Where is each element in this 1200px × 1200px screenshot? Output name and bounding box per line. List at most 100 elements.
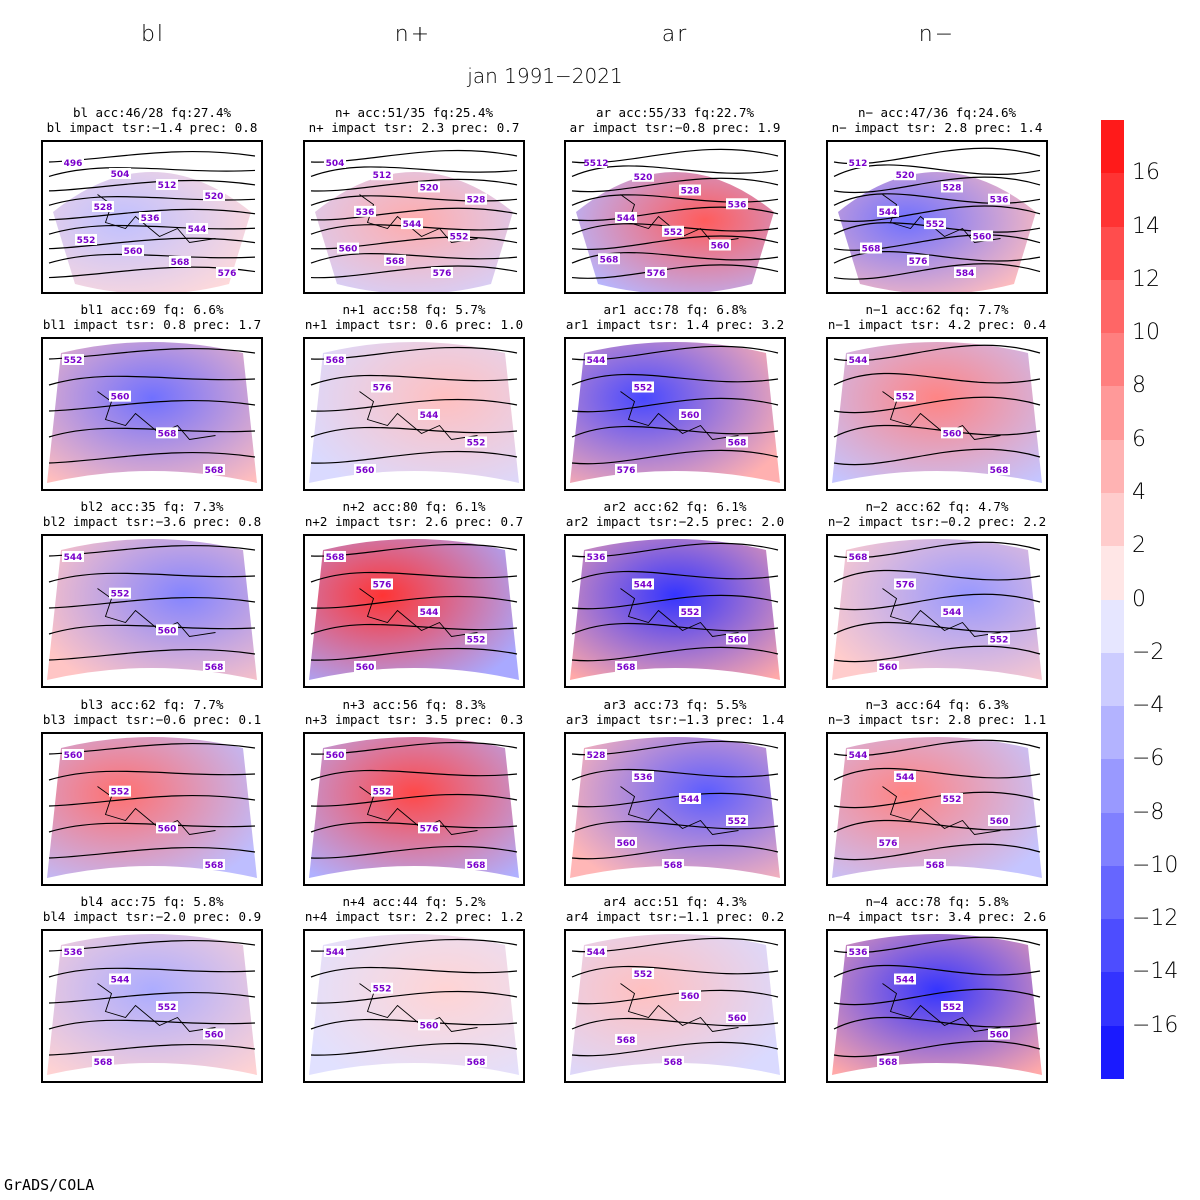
contour-label: 544 bbox=[896, 976, 915, 986]
contour-label-bg bbox=[324, 749, 346, 760]
colorbar-tick-label: −6 bbox=[1132, 746, 1165, 772]
coastline bbox=[359, 786, 478, 835]
contour-label-bg bbox=[615, 1034, 637, 1045]
panel-title-line1: bl1 acc:69 fq: 6.6% bbox=[80, 302, 224, 317]
height-contour bbox=[833, 964, 1041, 978]
contour-label-bg bbox=[615, 464, 637, 475]
contour-label: 560 bbox=[356, 466, 375, 476]
contour-label: 560 bbox=[681, 992, 700, 1002]
height-contour bbox=[310, 647, 518, 661]
contour-label: 568 bbox=[617, 663, 636, 673]
height-contour bbox=[833, 819, 1041, 833]
contour-label: 560 bbox=[943, 429, 962, 439]
contour-label: 544 bbox=[188, 225, 207, 235]
panel-title-line1: bl4 acc:75 fq: 5.8% bbox=[80, 894, 224, 909]
contour-label: 560 bbox=[124, 247, 143, 257]
map-panel: 544 552 560 568 bbox=[41, 534, 263, 688]
contour-label: 560 bbox=[617, 839, 636, 849]
contour-label-bg bbox=[847, 157, 869, 168]
height-contour bbox=[833, 843, 1041, 861]
coastline bbox=[620, 983, 739, 1032]
contour-label-bg bbox=[924, 859, 946, 870]
contour-label-bg bbox=[371, 578, 393, 590]
europe-map: 560 552 560 568 bbox=[47, 737, 257, 878]
height-contour bbox=[833, 767, 1041, 781]
contour-label-bg bbox=[726, 198, 748, 210]
colorbar-tick-label: 8 bbox=[1132, 373, 1146, 399]
coastline bbox=[620, 588, 739, 637]
colorbar-tick-label: −10 bbox=[1132, 852, 1179, 878]
contour-label-bg bbox=[894, 973, 916, 985]
panel-title-line2: n−3 impact tsr: 2.8 prec: 1.1 bbox=[827, 712, 1047, 727]
contour-label-bg bbox=[679, 793, 701, 804]
hemispheric-map: 496 504 512 520 528 536 544 552 560 568 576 bbox=[48, 150, 256, 292]
column-header-nplus: n+ bbox=[394, 22, 432, 47]
panel-title-line1: n+1 acc:58 fq: 5.7% bbox=[342, 302, 486, 317]
contour-label-bg bbox=[988, 464, 1010, 475]
contour-label-bg bbox=[62, 946, 84, 957]
panel-title-line1: n+3 acc:56 fq: 8.3% bbox=[342, 697, 486, 712]
height-contour bbox=[48, 991, 256, 1004]
contour-label: 544 bbox=[896, 773, 915, 783]
contour-label-bg bbox=[465, 859, 487, 870]
panel-title-line1: n−4 acc:78 fq: 5.8% bbox=[865, 894, 1009, 909]
contour-label-bg bbox=[156, 822, 178, 834]
contour-label: 560 bbox=[158, 824, 177, 834]
contour-label-bg bbox=[894, 771, 916, 782]
panel-title-line2: ar1 impact tsr: 1.4 prec: 3.2 bbox=[565, 317, 785, 332]
contour-label: 5512 bbox=[583, 159, 608, 169]
contour-label-bg bbox=[662, 1056, 684, 1067]
contour-label: 552 bbox=[634, 384, 653, 394]
height-contour bbox=[571, 449, 779, 465]
colorbar-tick-label: −14 bbox=[1132, 959, 1179, 985]
europe-map: 568 576 544 552 560 bbox=[309, 539, 519, 680]
contour-label: 568 bbox=[617, 1036, 636, 1046]
height-contour bbox=[833, 791, 1041, 809]
contour-label-bg bbox=[645, 267, 667, 278]
europe-map: 544 552 560 568 bbox=[832, 342, 1042, 483]
colorbar-segment bbox=[1101, 919, 1124, 973]
contour-label: 544 bbox=[681, 795, 700, 805]
contour-label-bg bbox=[169, 256, 191, 267]
column-header-ar: ar bbox=[661, 22, 689, 47]
height-contour bbox=[571, 622, 779, 635]
contour-label: 568 bbox=[600, 255, 619, 265]
height-contour bbox=[310, 207, 518, 221]
colorbar-tick-label: 12 bbox=[1132, 266, 1160, 292]
colorbar-segment bbox=[1101, 492, 1124, 547]
contour-label: 496 bbox=[64, 159, 83, 169]
contour-label-bg bbox=[632, 968, 654, 979]
contour-label-bg bbox=[62, 749, 84, 760]
height-contour bbox=[310, 374, 518, 386]
height-contour bbox=[310, 990, 518, 1004]
contour-label-bg bbox=[431, 267, 453, 278]
contour-label: 544 bbox=[587, 948, 606, 958]
contour-label: 568 bbox=[990, 466, 1009, 476]
height-contour bbox=[571, 570, 779, 583]
contour-label-bg bbox=[585, 946, 607, 957]
height-contour bbox=[571, 646, 779, 662]
europe-map: 568 576 544 552 560 bbox=[832, 539, 1042, 680]
coastline bbox=[359, 983, 478, 1032]
contour-label: 552 bbox=[896, 393, 915, 403]
contour-label: 576 bbox=[373, 384, 392, 394]
contour-label-bg bbox=[62, 354, 84, 365]
colorbar-tick-label: −8 bbox=[1132, 799, 1165, 825]
contour-label-bg bbox=[109, 168, 131, 179]
contour-label-bg bbox=[941, 427, 963, 439]
colorbar-segment bbox=[1101, 652, 1124, 707]
contour-label: 552 bbox=[943, 795, 962, 805]
contour-label: 560 bbox=[339, 245, 358, 255]
contour-label-bg bbox=[465, 193, 487, 205]
colorbar-segment bbox=[1101, 706, 1124, 760]
panel-title-line2: ar2 impact tsr:−2.5 prec: 2.0 bbox=[565, 514, 785, 529]
contour-label: 568 bbox=[467, 861, 486, 871]
colorbar-tick-label: 2 bbox=[1132, 533, 1146, 559]
colorbar-tick-label: 6 bbox=[1132, 426, 1146, 452]
map-panel: 512 520 528 536 544 552 560 568 576 584 bbox=[826, 140, 1048, 294]
contour-label: 552 bbox=[158, 1003, 177, 1013]
contour-label-bg bbox=[109, 973, 131, 985]
coastline bbox=[882, 391, 1001, 440]
panel-title-line2: ar impact tsr:−0.8 prec: 1.9 bbox=[569, 120, 781, 135]
height-contour bbox=[48, 427, 256, 438]
